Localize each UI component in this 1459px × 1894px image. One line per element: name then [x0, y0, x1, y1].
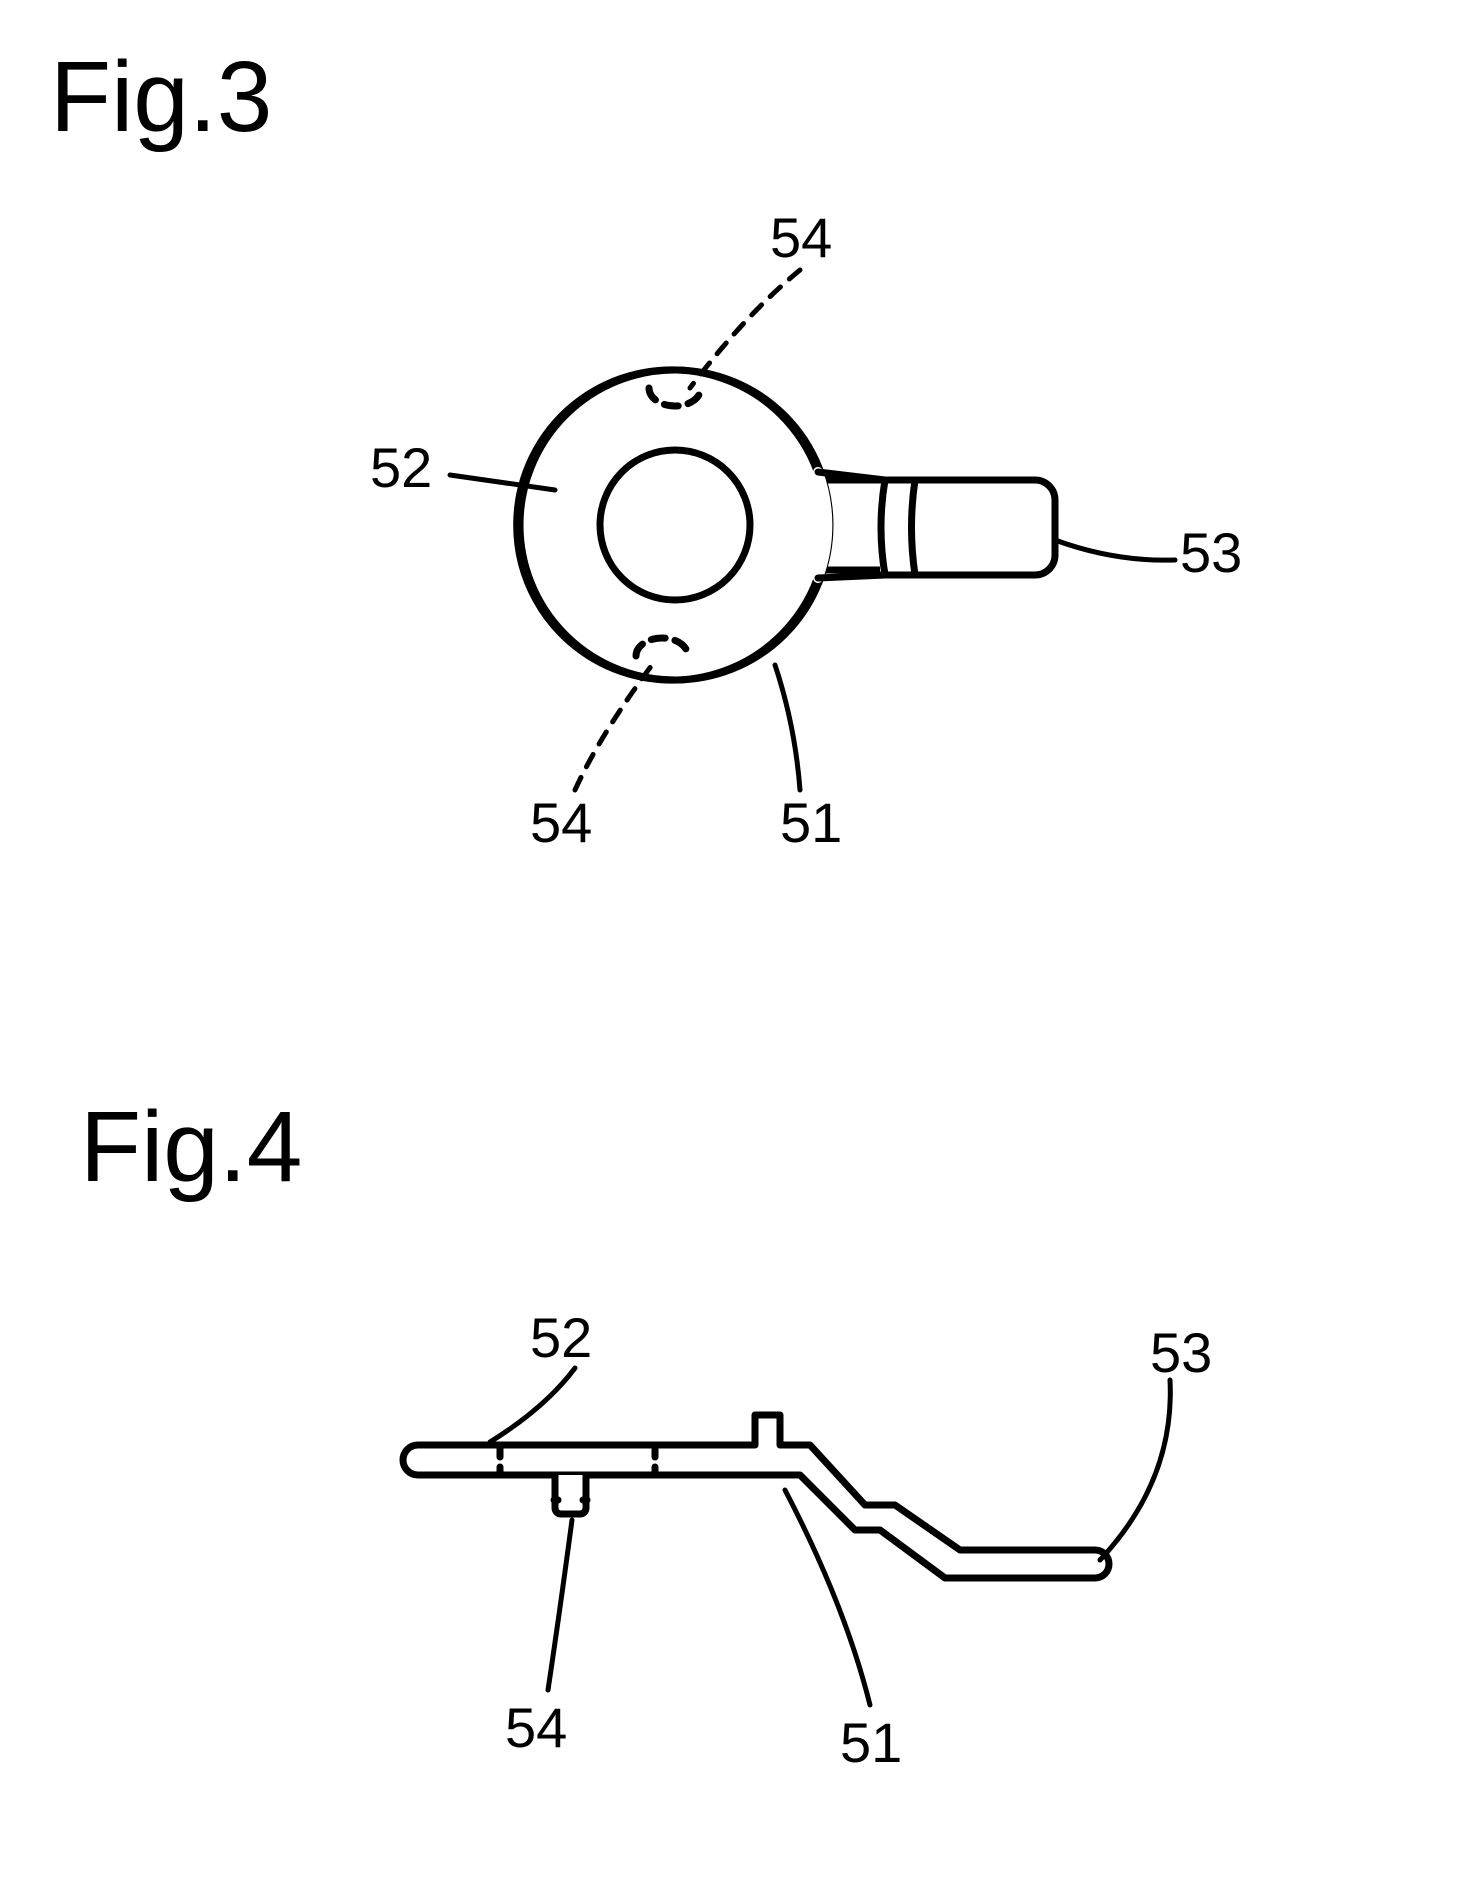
leader-52-f4: [490, 1368, 575, 1442]
leader-53-f4: [1100, 1380, 1170, 1560]
label-52-f4: 52: [530, 1305, 592, 1370]
label-53-f4: 53: [1150, 1320, 1212, 1385]
label-54-f4: 54: [505, 1695, 567, 1760]
label-51-f4: 51: [840, 1710, 902, 1775]
fig4-leaders: [0, 0, 1459, 1894]
leader-54-f4: [548, 1520, 572, 1690]
leader-51-f4: [785, 1490, 870, 1705]
